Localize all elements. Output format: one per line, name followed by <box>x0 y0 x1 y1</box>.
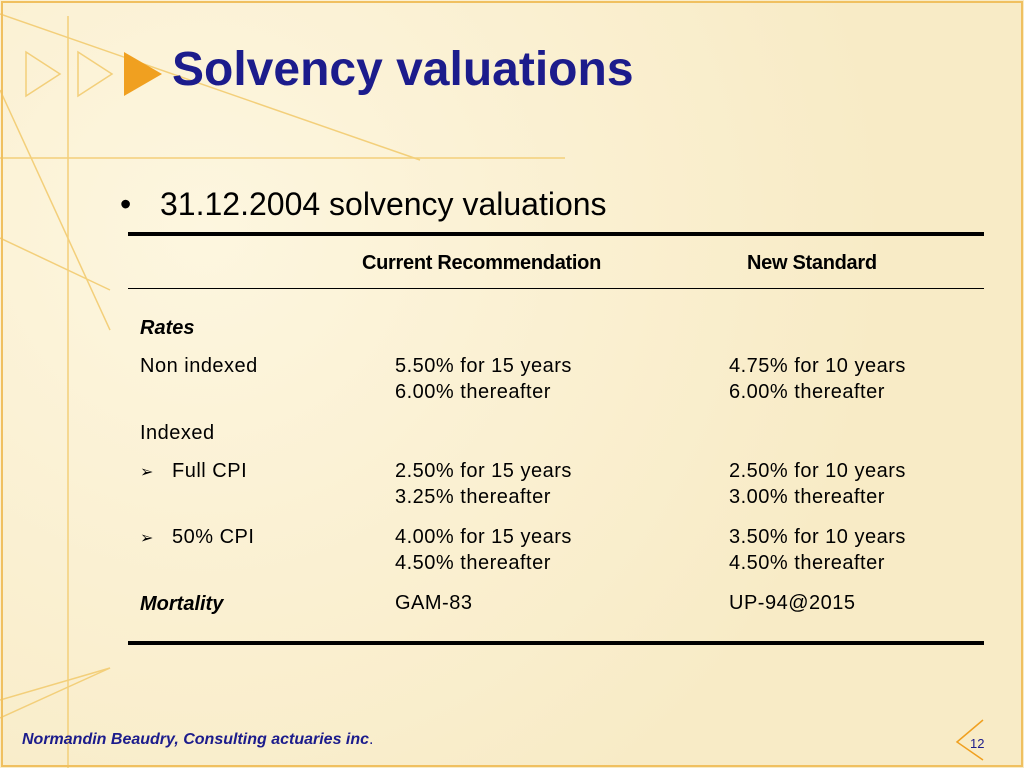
cell-line: 5.50% for 15 years <box>395 355 572 377</box>
cell-line: 3.00% thereafter <box>729 486 885 508</box>
page-number: 12 <box>970 736 985 751</box>
row-label-full-cpi: ➢ Full CPI <box>140 458 247 486</box>
cell-line: 4.50% thereafter <box>395 552 551 574</box>
outline-triangle-icon <box>25 50 62 98</box>
bullet-item: • 31.12.2004 solvency valuations <box>120 186 607 223</box>
bullet-dot-icon: • <box>120 186 132 222</box>
footer-company: Normandin Beaudry, Consulting actuaries … <box>22 731 373 749</box>
cell-line: 6.00% thereafter <box>729 381 885 403</box>
table-cell: UP-94@2015 <box>729 592 856 614</box>
cell-line: 2.50% for 10 years <box>729 460 906 482</box>
arrow-bullet-icon: ➢ <box>140 464 154 481</box>
page-title: Solvency valuations <box>172 43 634 96</box>
outline-triangle-icon <box>77 50 114 98</box>
rates-label: Rates <box>140 317 195 339</box>
cell-line: 2.50% for 15 years <box>395 460 572 482</box>
page-number-chevron-icon <box>955 719 984 761</box>
footer-period: . <box>369 731 374 748</box>
column-header-current: Current Recommendation <box>362 252 601 274</box>
company-name: Normandin Beaudry, Consulting actuaries … <box>22 731 370 748</box>
row-label-non-indexed: Non indexed <box>140 355 258 377</box>
cell-line: 3.50% for 10 years <box>729 526 906 548</box>
column-header-new: New Standard <box>747 252 877 274</box>
arrow-bullet-icon: ➢ <box>140 530 154 547</box>
cell-line: 4.50% thereafter <box>729 552 885 574</box>
table-bottom-rule <box>128 641 984 645</box>
half-cpi-label: 50% CPI <box>172 526 255 548</box>
cell-line: 4.00% for 15 years <box>395 526 572 548</box>
cell-line: 6.00% thereafter <box>395 381 551 403</box>
table-cell: GAM-83 <box>395 592 473 614</box>
table-cell: 5.50% for 15 years 6.00% thereafter <box>395 353 572 405</box>
cell-line: 4.75% for 10 years <box>729 355 906 377</box>
table-cell: 2.50% for 15 years 3.25% thereafter <box>395 458 572 510</box>
row-label-indexed: Indexed <box>140 422 215 444</box>
row-label-mortality: Mortality <box>140 593 224 615</box>
row-label-50-cpi: ➢ 50% CPI <box>140 524 254 552</box>
filled-triangle-icon <box>124 52 162 96</box>
bullet-text: 31.12.2004 solvency valuations <box>160 186 607 222</box>
table-cell: 3.50% for 10 years 4.50% thereafter <box>729 524 906 576</box>
table-cell: 4.75% for 10 years 6.00% thereafter <box>729 353 906 405</box>
table-top-rule <box>128 232 984 236</box>
table-cell: 4.00% for 15 years 4.50% thereafter <box>395 524 572 576</box>
full-cpi-label: Full CPI <box>172 460 248 482</box>
table-cell: 2.50% for 10 years 3.00% thereafter <box>729 458 906 510</box>
table-header-rule <box>128 288 984 289</box>
cell-line: 3.25% thereafter <box>395 486 551 508</box>
